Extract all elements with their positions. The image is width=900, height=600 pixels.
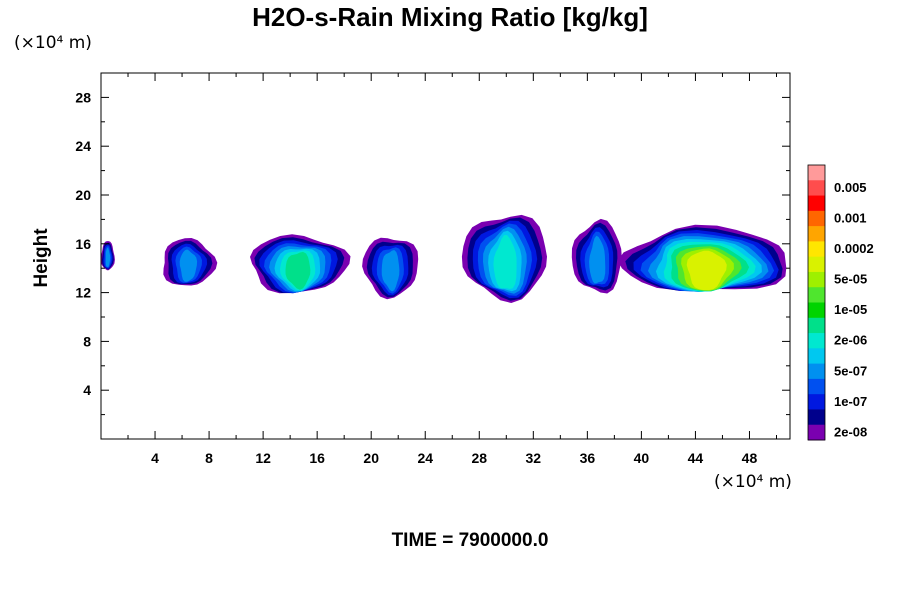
colorbar-swatch bbox=[808, 226, 825, 242]
colorbar-swatch bbox=[808, 363, 825, 380]
x-tick-label: 8 bbox=[205, 450, 213, 466]
x-tick-label: 16 bbox=[309, 450, 325, 466]
cloud-contour bbox=[493, 235, 517, 289]
x-tick-label: 40 bbox=[634, 450, 650, 466]
x-tick-label: 24 bbox=[417, 450, 433, 466]
x-tick-label: 36 bbox=[580, 450, 596, 466]
colorbar-label: 5e-07 bbox=[834, 363, 867, 378]
colorbar-label: 5e-05 bbox=[834, 272, 867, 287]
colorbar-swatch bbox=[808, 317, 825, 334]
colorbar-swatch bbox=[808, 348, 825, 365]
colorbar-label: 0.001 bbox=[834, 210, 867, 225]
colorbar-swatch bbox=[808, 271, 825, 288]
x-tick-label: 44 bbox=[688, 450, 704, 466]
y-axis-unit: (×10⁴ m) bbox=[14, 33, 92, 53]
cloud-2 bbox=[163, 238, 218, 286]
y-tick-label: 24 bbox=[75, 138, 91, 154]
colorbar-swatch bbox=[808, 333, 825, 349]
cloud-contour bbox=[589, 235, 606, 284]
x-axis-unit: (×10⁴ m) bbox=[714, 472, 792, 492]
colorbar-swatch bbox=[808, 165, 825, 181]
y-tick-label: 8 bbox=[83, 333, 91, 349]
x-tick-label: 32 bbox=[526, 450, 542, 466]
colorbar-swatch bbox=[808, 378, 825, 395]
colorbar-swatch bbox=[808, 409, 825, 426]
cloud-contour bbox=[381, 250, 400, 292]
cloud-5 bbox=[461, 214, 547, 303]
colorbar-swatch bbox=[808, 210, 825, 227]
colorbar-frame bbox=[807, 164, 826, 441]
cloud-layer bbox=[101, 214, 787, 303]
plot-frame bbox=[100, 72, 791, 440]
chart-title: H2O-s-Rain Mixing Ratio [kg/kg] bbox=[252, 2, 648, 32]
colorbar-label: 1e-07 bbox=[834, 394, 867, 409]
colorbar-swatch bbox=[808, 302, 825, 319]
x-tick-label: 48 bbox=[742, 450, 758, 466]
y-tick-label: 20 bbox=[75, 187, 91, 203]
colorbar: 0.005 0.001 0.0002 5e-05 1e-05 2e-06 5e-07 1e-0… bbox=[807, 164, 874, 441]
colorbar-label: 1e-05 bbox=[834, 302, 867, 317]
x-tick-label: 12 bbox=[255, 450, 271, 466]
x-tick-label: 20 bbox=[363, 450, 379, 466]
y-tick-label: 16 bbox=[75, 236, 91, 252]
x-tick-label: 28 bbox=[471, 450, 487, 466]
colorbar-swatch bbox=[808, 424, 825, 441]
colorbar-swatch bbox=[808, 256, 825, 273]
colorbar-swatch bbox=[808, 394, 825, 410]
cloud-7 bbox=[617, 224, 787, 292]
cloud-4 bbox=[362, 237, 419, 300]
cloud-contour bbox=[179, 249, 198, 282]
colorbar-swatch bbox=[808, 241, 825, 258]
colorbar-label: 0.0002 bbox=[834, 241, 874, 256]
y-tick-label: 28 bbox=[75, 89, 91, 105]
x-tick-label: 4 bbox=[151, 450, 159, 466]
y-tick-label: 12 bbox=[75, 285, 91, 301]
y-tick-label: 4 bbox=[83, 382, 91, 398]
colorbar-label: 2e-06 bbox=[834, 333, 867, 348]
colorbar-swatch bbox=[808, 195, 825, 212]
colorbar-label: 0.005 bbox=[834, 180, 867, 195]
cloud-1 bbox=[101, 241, 115, 271]
cloud-contour bbox=[686, 250, 727, 291]
cloud-3 bbox=[250, 234, 351, 294]
colorbar-swatch bbox=[808, 287, 825, 303]
cloud-contour bbox=[285, 251, 311, 290]
colorbar-swatch bbox=[808, 180, 825, 197]
cloud-6 bbox=[571, 218, 622, 294]
cloud-contour bbox=[105, 247, 111, 267]
colorbar-label: 2e-08 bbox=[834, 424, 867, 439]
time-label: TIME = 7900000.0 bbox=[391, 530, 549, 551]
